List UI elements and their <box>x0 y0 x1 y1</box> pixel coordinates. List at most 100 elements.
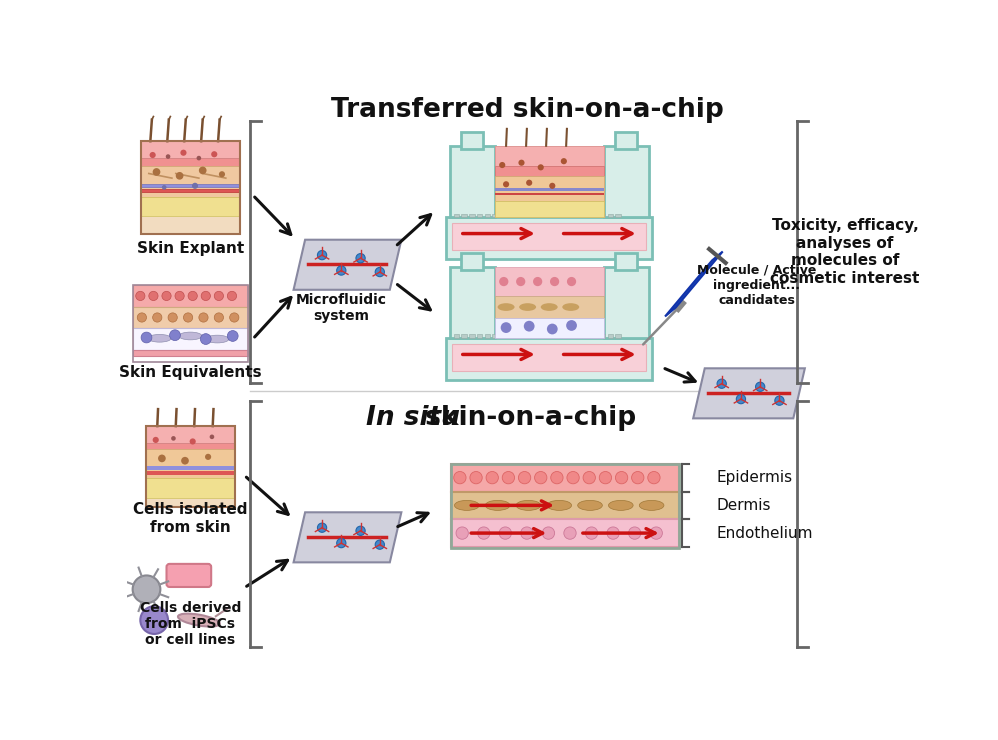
Bar <box>600 334 606 337</box>
Text: skin-on-a-chip: skin-on-a-chip <box>416 406 636 431</box>
Bar <box>492 334 498 337</box>
Circle shape <box>551 471 563 484</box>
Bar <box>500 214 505 217</box>
Bar <box>495 192 604 195</box>
Bar <box>451 464 679 548</box>
Bar <box>141 141 240 158</box>
Circle shape <box>567 277 576 286</box>
Bar <box>133 285 249 306</box>
Circle shape <box>210 434 215 439</box>
Text: Cells isolated
from skin: Cells isolated from skin <box>133 502 248 535</box>
Circle shape <box>202 292 211 300</box>
Bar <box>141 141 240 234</box>
Bar <box>454 214 459 217</box>
Text: Transferred skin-on-a-chip: Transferred skin-on-a-chip <box>331 98 724 124</box>
Circle shape <box>454 471 466 484</box>
Circle shape <box>456 527 468 539</box>
Bar <box>616 132 637 149</box>
Bar <box>616 334 621 337</box>
Circle shape <box>755 382 764 391</box>
Bar <box>141 189 240 192</box>
Circle shape <box>550 277 559 286</box>
Polygon shape <box>665 252 723 317</box>
Circle shape <box>184 313 193 322</box>
Bar <box>147 471 236 474</box>
Circle shape <box>538 164 544 170</box>
Circle shape <box>201 334 212 344</box>
Ellipse shape <box>640 500 664 511</box>
Bar <box>500 334 505 337</box>
Circle shape <box>141 332 152 343</box>
Circle shape <box>478 527 490 539</box>
Text: Skin Explant: Skin Explant <box>137 241 244 257</box>
Text: Epidermis: Epidermis <box>717 470 792 485</box>
Polygon shape <box>293 240 401 290</box>
Bar <box>133 285 249 362</box>
Bar <box>515 214 521 217</box>
Circle shape <box>547 323 558 334</box>
Bar <box>569 214 575 217</box>
Circle shape <box>502 471 515 484</box>
Circle shape <box>153 313 162 322</box>
Bar <box>469 334 474 337</box>
Bar <box>147 449 236 479</box>
Circle shape <box>133 576 161 603</box>
Bar <box>608 214 613 217</box>
Ellipse shape <box>562 303 579 311</box>
Bar <box>484 334 490 337</box>
Circle shape <box>375 267 384 277</box>
Bar <box>495 146 604 217</box>
Circle shape <box>549 183 555 189</box>
Circle shape <box>526 180 532 186</box>
Ellipse shape <box>578 500 603 511</box>
Bar <box>604 266 649 337</box>
Circle shape <box>215 292 224 300</box>
Text: Skin Equivalents: Skin Equivalents <box>119 365 261 380</box>
Bar <box>141 158 240 166</box>
Circle shape <box>199 313 209 322</box>
Text: Microfluidic
system: Microfluidic system <box>295 293 387 323</box>
Bar <box>495 188 604 192</box>
Circle shape <box>607 527 620 539</box>
Circle shape <box>356 254 365 263</box>
Bar <box>523 334 528 337</box>
Bar <box>495 166 604 176</box>
Circle shape <box>192 183 198 189</box>
Circle shape <box>212 151 218 158</box>
Circle shape <box>586 527 598 539</box>
Circle shape <box>499 162 505 168</box>
Text: Molecule / Active
ingredient...
candidates: Molecule / Active ingredient... candidat… <box>697 263 816 306</box>
Bar <box>450 266 495 337</box>
Circle shape <box>650 527 663 539</box>
Bar <box>577 334 582 337</box>
Circle shape <box>718 379 727 388</box>
Text: In situ: In situ <box>366 406 460 431</box>
Circle shape <box>486 471 498 484</box>
Bar <box>495 146 604 166</box>
Bar <box>554 214 559 217</box>
Bar <box>593 214 598 217</box>
Circle shape <box>524 320 535 332</box>
Ellipse shape <box>148 334 171 342</box>
Bar <box>477 214 482 217</box>
Circle shape <box>516 277 525 286</box>
Circle shape <box>170 330 181 340</box>
Circle shape <box>219 171 225 178</box>
Circle shape <box>566 320 577 331</box>
Bar <box>141 166 240 197</box>
Bar <box>133 306 249 329</box>
Bar <box>569 334 575 337</box>
Circle shape <box>181 149 187 156</box>
Circle shape <box>564 527 576 539</box>
Circle shape <box>518 160 525 166</box>
Bar <box>523 214 528 217</box>
Bar <box>477 334 482 337</box>
Bar <box>531 334 536 337</box>
Circle shape <box>205 454 212 460</box>
Bar <box>451 519 679 547</box>
Circle shape <box>176 172 184 180</box>
Ellipse shape <box>519 303 536 311</box>
Circle shape <box>197 156 202 161</box>
Text: Cells derived
from  iPSCs
or cell lines: Cells derived from iPSCs or cell lines <box>140 601 242 648</box>
Bar <box>508 214 513 217</box>
